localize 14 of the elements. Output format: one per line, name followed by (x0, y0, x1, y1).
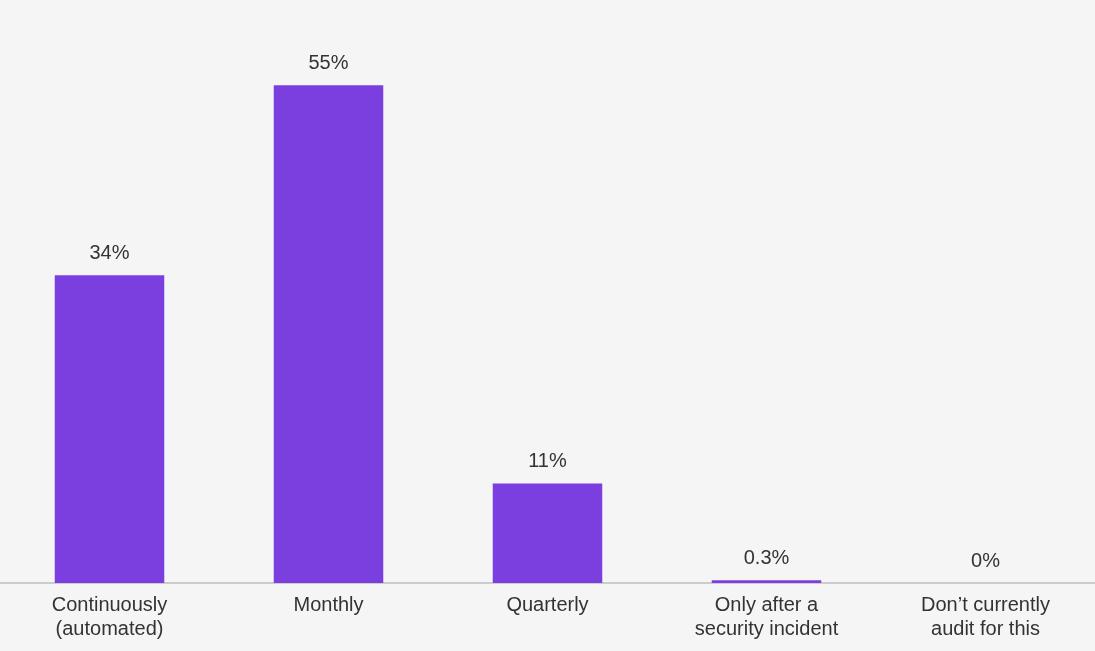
data-label: 55% (308, 50, 349, 73)
x-tick-label: Only after a security incident (694, 592, 839, 639)
bar (273, 85, 384, 583)
data-label: 0.3% (743, 545, 790, 568)
x-tick-label: Monthly (293, 592, 364, 615)
x-tick-label: Quarterly (506, 592, 589, 615)
data-label: 0% (971, 548, 1001, 571)
bar (492, 483, 603, 583)
data-label: 11% (528, 448, 567, 471)
x-tick-label: Continuously (automated) (51, 592, 168, 639)
x-tick-label: Don’t currently audit for this (921, 592, 1050, 639)
bar (711, 580, 822, 583)
bar (54, 275, 165, 583)
data-label: 34% (89, 240, 130, 263)
